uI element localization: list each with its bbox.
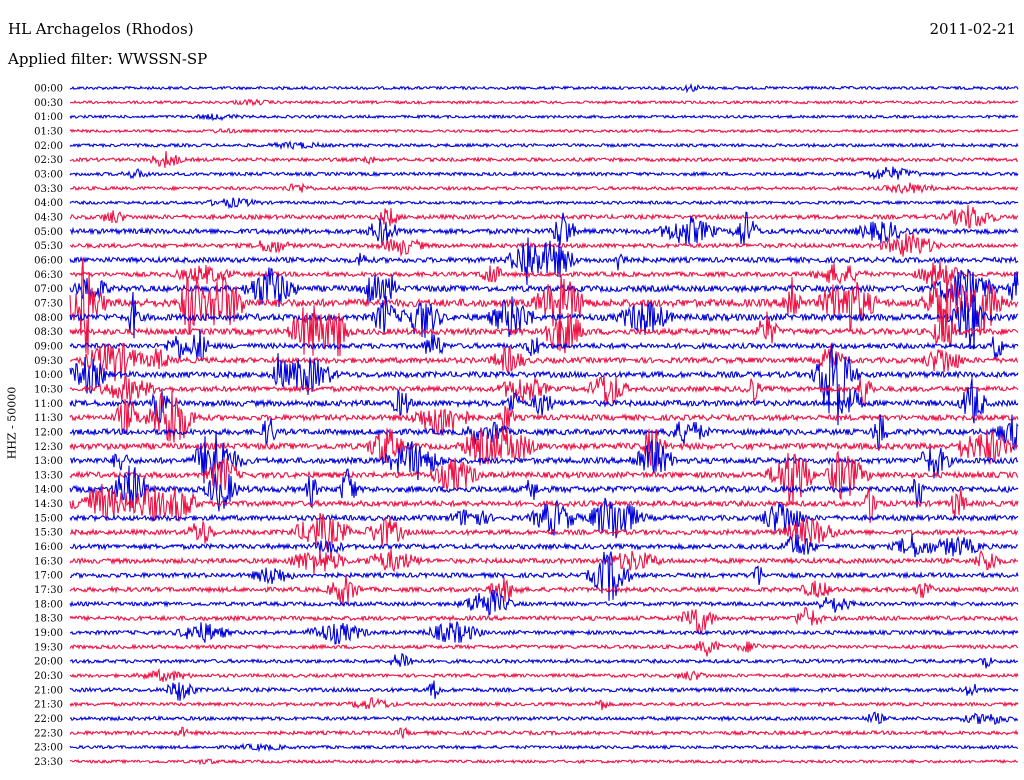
time-tick-label: 06:00 xyxy=(34,255,63,266)
trace-line xyxy=(70,342,1019,382)
trace-line xyxy=(69,758,1019,766)
trace-line xyxy=(69,374,1019,407)
time-tick-label: 13:00 xyxy=(34,456,63,467)
trace-line xyxy=(69,549,1019,575)
time-tick-label: 16:30 xyxy=(34,556,63,567)
time-tick-label: 18:00 xyxy=(34,599,63,610)
trace-line xyxy=(69,257,1019,355)
trace-line xyxy=(69,150,1019,168)
time-tick-label: 22:30 xyxy=(34,728,63,739)
trace-line xyxy=(69,431,1019,484)
time-tick-label: 07:30 xyxy=(34,298,63,309)
trace-line xyxy=(69,640,1019,657)
trace-line xyxy=(69,204,1019,229)
trace-line xyxy=(69,497,1019,539)
time-tick-label: 05:00 xyxy=(34,227,63,238)
time-tick-label: 17:30 xyxy=(34,585,63,596)
time-tick-label: 19:00 xyxy=(34,628,63,639)
time-tick-label: 11:00 xyxy=(34,399,63,410)
time-tick-label: 06:30 xyxy=(34,270,63,281)
trace-line xyxy=(69,680,1019,701)
trace-line xyxy=(69,512,1019,550)
time-tick-label: 12:00 xyxy=(34,427,63,438)
time-tick-label: 15:00 xyxy=(34,513,63,524)
time-tick-label: 08:00 xyxy=(34,313,63,324)
time-tick-label: 04:00 xyxy=(34,198,63,209)
time-tick-label: 11:30 xyxy=(34,413,63,424)
trace-line xyxy=(69,465,1019,512)
trace-line xyxy=(69,378,1019,424)
time-tick-label: 04:30 xyxy=(34,212,63,223)
time-tick-label: 09:30 xyxy=(34,356,63,367)
time-tick-label: 02:30 xyxy=(34,155,63,166)
trace-line xyxy=(69,233,1018,258)
time-tick-label: 19:30 xyxy=(34,642,63,653)
trace-line xyxy=(69,589,1019,617)
time-tick-label: 23:00 xyxy=(34,743,63,754)
time-tick-label: 10:30 xyxy=(34,384,63,395)
trace-line xyxy=(69,182,1019,195)
trace-line xyxy=(69,606,1019,636)
trace-line xyxy=(69,427,1018,468)
time-tick-label: 20:00 xyxy=(34,657,63,668)
trace-line xyxy=(69,140,1019,151)
trace-line xyxy=(69,267,1019,308)
trace-line xyxy=(69,305,1019,357)
trace-line xyxy=(69,113,1019,122)
time-tick-label: 21:00 xyxy=(34,685,63,696)
trace-line xyxy=(69,166,1019,181)
time-tick-label: 21:30 xyxy=(34,700,63,711)
time-tick-label: 12:30 xyxy=(34,442,63,453)
trace-line xyxy=(69,621,1019,645)
date-label: 2011-02-21 xyxy=(929,20,1016,38)
time-tick-label: 15:30 xyxy=(34,528,63,539)
trace-line xyxy=(69,726,1019,739)
trace-line xyxy=(69,127,1019,134)
time-tick-label: 03:00 xyxy=(34,169,63,180)
time-tick-label: 03:30 xyxy=(34,184,63,195)
time-tick-label: 10:00 xyxy=(34,370,63,381)
trace-line xyxy=(69,390,1019,443)
trace-line xyxy=(69,711,1019,726)
trace-line xyxy=(69,449,1019,506)
time-tick-label: 07:00 xyxy=(34,284,63,295)
trace-line xyxy=(69,197,1019,210)
trace-line xyxy=(69,414,1019,452)
trace-line xyxy=(69,551,1019,601)
time-tick-label: 01:30 xyxy=(34,126,63,137)
time-tick-label: 02:00 xyxy=(34,141,63,152)
trace-line xyxy=(69,652,1019,669)
time-tick-label: 00:30 xyxy=(34,98,63,109)
filter-label: Applied filter: WWSSN-SP xyxy=(8,50,208,68)
time-tick-label: 05:30 xyxy=(34,241,63,252)
trace-line xyxy=(69,574,1019,607)
time-tick-label: 23:30 xyxy=(34,757,63,768)
station-title: HL Archagelos (Rhodos) xyxy=(8,20,194,38)
trace-line xyxy=(69,237,1019,286)
time-tick-label: 09:00 xyxy=(34,341,63,352)
time-tick-label: 14:30 xyxy=(34,499,63,510)
trace-line xyxy=(69,533,1019,558)
time-tick-label: 22:00 xyxy=(34,714,63,725)
trace-line xyxy=(69,329,1019,362)
time-tick-label: 08:30 xyxy=(34,327,63,338)
time-tick-label: 01:00 xyxy=(34,112,63,123)
time-tick-label: 18:30 xyxy=(34,614,63,625)
time-tick-label: 20:30 xyxy=(34,671,63,682)
trace-line xyxy=(69,98,1019,107)
trace-line xyxy=(69,667,1019,683)
trace-line xyxy=(69,211,1019,246)
time-tick-label: 13:30 xyxy=(34,470,63,481)
trace-line xyxy=(69,260,1019,287)
time-tick-label: 00:00 xyxy=(34,84,63,95)
trace-line xyxy=(69,82,1019,94)
trace-line xyxy=(69,696,1019,711)
time-tick-label: 16:00 xyxy=(34,542,63,553)
trace-line xyxy=(69,742,1019,753)
time-tick-label: 17:00 xyxy=(34,571,63,582)
time-tick-label: 14:00 xyxy=(34,485,63,496)
trace-line xyxy=(69,290,1019,350)
trace-line xyxy=(69,483,1019,523)
